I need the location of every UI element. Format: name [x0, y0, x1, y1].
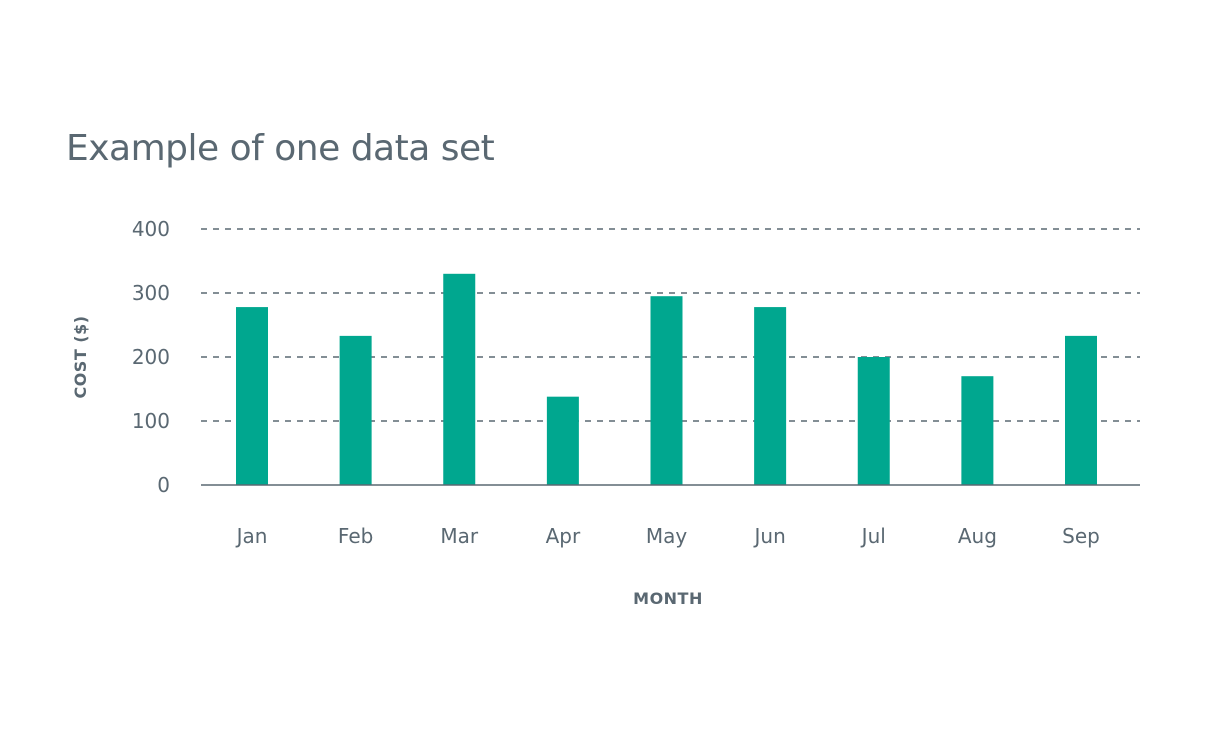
y-axis-label: COST ($): [71, 315, 90, 398]
x-tick-label: Jun: [753, 524, 786, 548]
bar-jun: [754, 307, 787, 485]
bar-jan: [236, 307, 268, 485]
bar-apr: [546, 396, 579, 485]
bar-mar: [443, 273, 476, 485]
x-axis-label: MONTH: [633, 589, 703, 608]
y-axis-ticks: 0 100 200 300 400: [132, 217, 170, 497]
x-tick-label: Jul: [860, 524, 886, 548]
chart-title: Example of one data set: [66, 128, 495, 169]
x-tick-label: May: [646, 524, 688, 548]
y-tick-label: 100: [132, 409, 170, 433]
y-tick-label: 200: [132, 345, 170, 369]
x-tick-label: Sep: [1062, 524, 1100, 548]
bars: [236, 273, 1097, 485]
x-tick-label: Aug: [958, 524, 997, 548]
x-tick-label: Feb: [338, 524, 373, 548]
bar-sep: [1065, 335, 1097, 485]
x-tick-label: Mar: [440, 524, 479, 548]
y-tick-label: 0: [157, 473, 170, 497]
y-tick-label: 300: [132, 281, 170, 305]
bar-jul: [857, 357, 890, 485]
x-tick-label: Apr: [546, 524, 581, 548]
bar-aug: [961, 376, 994, 485]
y-tick-label: 400: [132, 217, 170, 241]
bar-may: [650, 296, 683, 485]
x-tick-label: Jan: [235, 524, 268, 548]
bar-feb: [339, 335, 372, 485]
x-axis-ticks: Jan Feb Mar Apr May Jun Jul Aug Sep: [235, 524, 1100, 548]
